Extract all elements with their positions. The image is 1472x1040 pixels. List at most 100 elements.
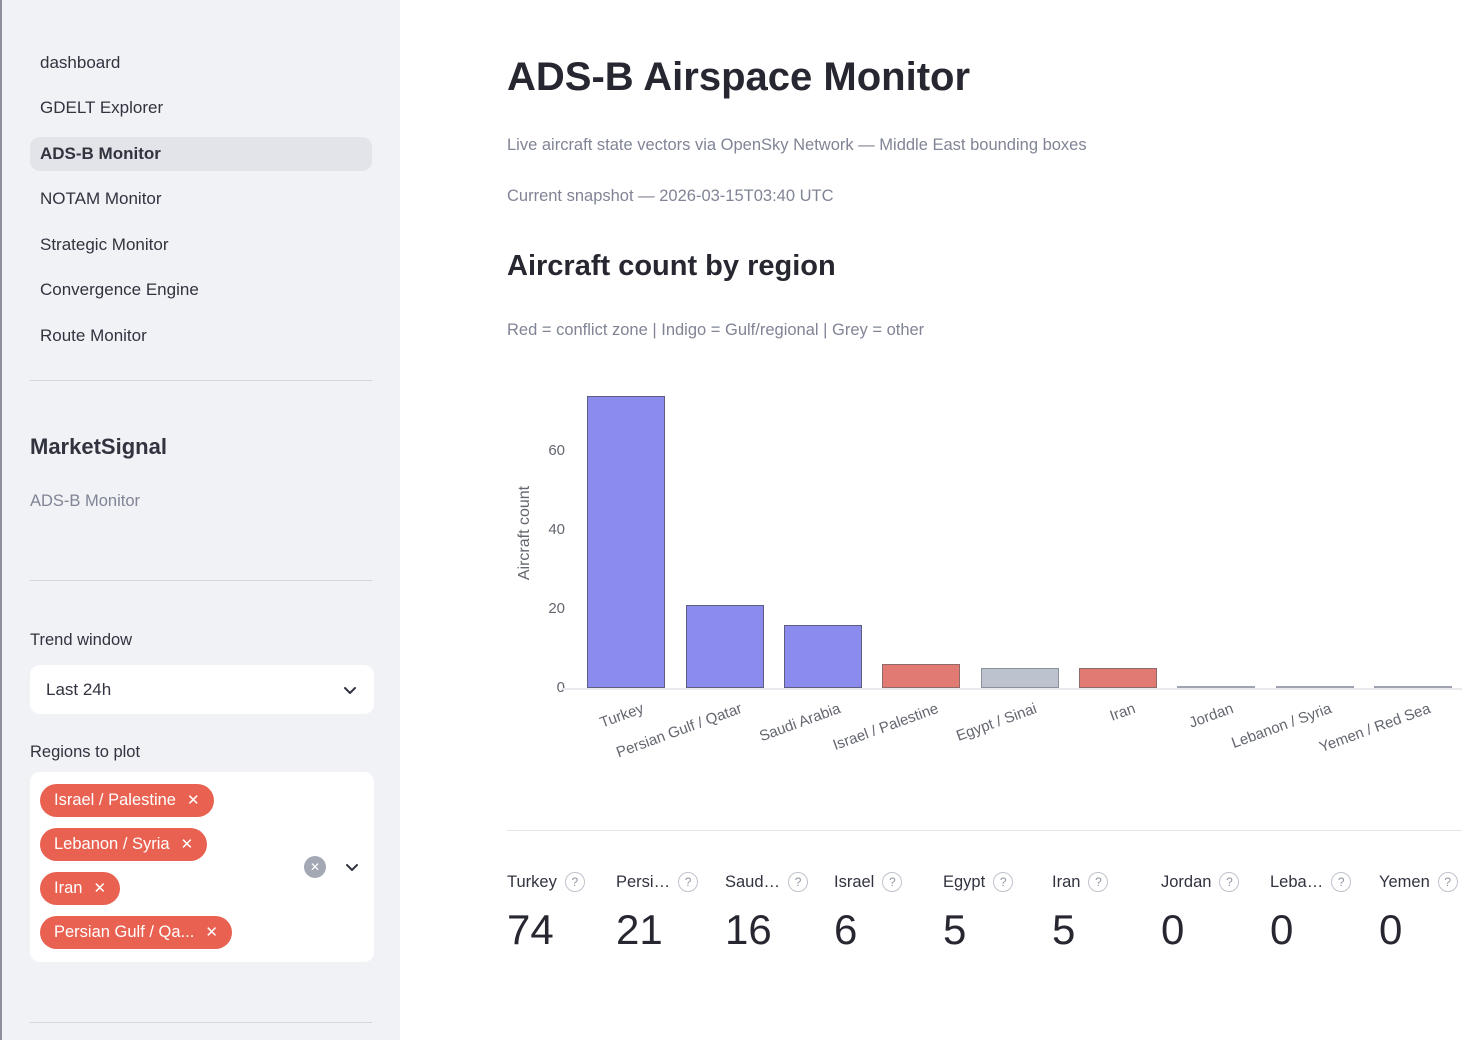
metric-value: 16 bbox=[725, 906, 772, 953]
trend-window-select[interactable]: Last 24h bbox=[30, 665, 374, 714]
region-tag: Persian Gulf / Qa... ✕ bbox=[40, 916, 232, 949]
metric: Yemen? 0 bbox=[1379, 872, 1471, 954]
bar-egypt-sinai bbox=[980, 668, 1059, 688]
sidebar-divider bbox=[30, 380, 372, 381]
metric-value: 21 bbox=[616, 906, 663, 953]
remove-tag-icon[interactable]: ✕ bbox=[186, 792, 200, 809]
region-tag-label: Persian Gulf / Qa... bbox=[54, 923, 195, 941]
y-tick-label: 40 bbox=[548, 521, 565, 539]
sidebar-item-label: Route Monitor bbox=[40, 325, 147, 345]
metric-label: Turkey bbox=[507, 872, 557, 891]
help-icon[interactable]: ? bbox=[1437, 872, 1458, 892]
y-tick-label: 20 bbox=[548, 600, 565, 618]
bar-chart: Aircraft count 0 20 40 60 Turkey Persian Gul… bbox=[507, 380, 1462, 780]
sidebar-item-notam-monitor[interactable]: NOTAM Monitor bbox=[30, 177, 372, 223]
trend-window-label: Trend window bbox=[30, 631, 133, 649]
metric-value: 0 bbox=[1270, 906, 1294, 953]
metric: Leba…? 0 bbox=[1270, 872, 1362, 954]
metric: Persi…? 21 bbox=[616, 872, 708, 954]
metric-label: Persi… bbox=[616, 872, 671, 891]
bar-lebanon-syria bbox=[1275, 686, 1354, 688]
legend-caption: Red = conflict zone | Indigo = Gulf/regi… bbox=[507, 321, 925, 339]
sidebar-item-gdelt-explorer[interactable]: GDELT Explorer bbox=[30, 86, 372, 132]
metric-value: 0 bbox=[1379, 906, 1403, 953]
metric-value: 0 bbox=[1161, 906, 1185, 953]
bar-persian-gulf-qatar bbox=[685, 605, 764, 688]
metric: Iran? 5 bbox=[1052, 872, 1144, 954]
sidebar-item-dashboard[interactable]: dashboard bbox=[30, 40, 372, 86]
x-tick-label: Egypt / Sinai bbox=[954, 700, 1040, 745]
sidebar-item-label: Convergence Engine bbox=[40, 280, 199, 300]
page-subtitle: Live aircraft state vectors via OpenSky … bbox=[507, 136, 1087, 154]
metric-label: Israel bbox=[834, 872, 875, 891]
help-icon[interactable]: ? bbox=[882, 872, 903, 892]
x-axis-line bbox=[563, 688, 1462, 690]
bar-jordan bbox=[1177, 686, 1256, 688]
metric-label: Iran bbox=[1052, 872, 1081, 891]
y-tick-label: 60 bbox=[548, 442, 565, 460]
content-divider bbox=[507, 830, 1462, 831]
plot-area: Turkey Persian Gulf / Qatar Saudi Arabia Is… bbox=[563, 380, 1462, 761]
metric-label: Jordan bbox=[1161, 872, 1212, 891]
sidebar-nav: dashboard GDELT Explorer ADS-B Monitor NOTA… bbox=[30, 40, 372, 359]
metrics-row: Turkey? 74 Persi…? 21 Saud…? 16 Israel? 6 Egypt?… bbox=[507, 872, 1472, 954]
page-title: ADS-B Airspace Monitor bbox=[507, 55, 971, 99]
help-icon[interactable]: ? bbox=[1331, 872, 1352, 892]
help-icon[interactable]: ? bbox=[1088, 872, 1109, 892]
sidebar: dashboard GDELT Explorer ADS-B Monitor NOTA… bbox=[0, 0, 400, 1040]
region-tag-label: Lebanon / Syria bbox=[54, 835, 170, 853]
sidebar-divider bbox=[30, 580, 372, 581]
snapshot-timestamp: Current snapshot — 2026-03-15T03:40 UTC bbox=[507, 187, 834, 205]
sidebar-divider bbox=[30, 1022, 372, 1023]
sidebar-item-convergence-engine[interactable]: Convergence Engine bbox=[30, 268, 372, 314]
bar-iran bbox=[1078, 668, 1157, 688]
metric-value: 74 bbox=[507, 906, 554, 953]
sidebar-item-strategic-monitor[interactable]: Strategic Monitor bbox=[30, 222, 372, 268]
remove-tag-icon[interactable]: ✕ bbox=[180, 836, 194, 853]
regions-multiselect[interactable]: Israel / Palestine ✕ Lebanon / Syria ✕ Iran ✕… bbox=[30, 772, 374, 962]
main-content: ADS-B Airspace Monitor Live aircraft sta… bbox=[402, 0, 1472, 1040]
x-tick-label: Saudi Arabia bbox=[756, 700, 843, 746]
help-icon[interactable]: ? bbox=[564, 872, 585, 892]
chevron-down-icon[interactable] bbox=[344, 859, 360, 875]
section-title: Aircraft count by region bbox=[507, 250, 836, 282]
remove-tag-icon[interactable]: ✕ bbox=[93, 880, 107, 897]
clear-all-icon[interactable]: ✕ bbox=[304, 856, 326, 878]
regions-label: Regions to plot bbox=[30, 743, 141, 761]
app-caption: ADS-B Monitor bbox=[30, 492, 141, 510]
metric-value: 5 bbox=[943, 906, 967, 953]
help-icon[interactable]: ? bbox=[678, 872, 699, 892]
bar-saudi-arabia bbox=[783, 624, 862, 688]
region-tags: Israel / Palestine ✕ Lebanon / Syria ✕ Iran ✕… bbox=[40, 781, 364, 957]
sidebar-item-label: NOTAM Monitor bbox=[40, 189, 162, 209]
metric-label: Saud… bbox=[725, 872, 781, 891]
sidebar-item-label: dashboard bbox=[40, 52, 121, 72]
sidebar-item-label: ADS-B Monitor bbox=[30, 136, 372, 171]
help-icon[interactable]: ? bbox=[1219, 872, 1240, 892]
region-tag: Israel / Palestine ✕ bbox=[40, 784, 214, 817]
bar-israel-palestine bbox=[882, 664, 961, 688]
metric-value: 5 bbox=[1052, 906, 1076, 953]
x-tick-label: Israel / Palestine bbox=[830, 700, 941, 754]
bar-yemen-red-sea bbox=[1373, 686, 1452, 688]
bar-turkey bbox=[587, 395, 666, 688]
help-icon[interactable]: ? bbox=[788, 872, 809, 892]
metric: Turkey? 74 bbox=[507, 872, 599, 954]
remove-tag-icon[interactable]: ✕ bbox=[205, 924, 218, 941]
trend-window-value: Last 24h bbox=[46, 679, 112, 699]
chevron-down-icon bbox=[344, 686, 356, 694]
metric-label: Leba… bbox=[1270, 872, 1324, 891]
y-tick-label: 0 bbox=[556, 679, 565, 696]
region-tag: Lebanon / Syria ✕ bbox=[40, 828, 208, 861]
metric-value: 6 bbox=[834, 906, 858, 953]
region-tag: Iran ✕ bbox=[40, 872, 121, 905]
sidebar-item-ads-b-monitor[interactable]: ADS-B Monitor bbox=[30, 131, 372, 177]
sidebar-item-label: GDELT Explorer bbox=[40, 98, 164, 118]
x-tick-label: Jordan bbox=[1187, 700, 1236, 732]
help-icon[interactable]: ? bbox=[993, 872, 1014, 892]
x-tick-label: Yemen / Red Sea bbox=[1316, 700, 1433, 757]
metric: Jordan? 0 bbox=[1161, 872, 1253, 954]
sidebar-item-route-monitor[interactable]: Route Monitor bbox=[30, 313, 372, 359]
metric: Israel? 6 bbox=[834, 872, 926, 954]
x-tick-label: Turkey bbox=[597, 700, 646, 732]
